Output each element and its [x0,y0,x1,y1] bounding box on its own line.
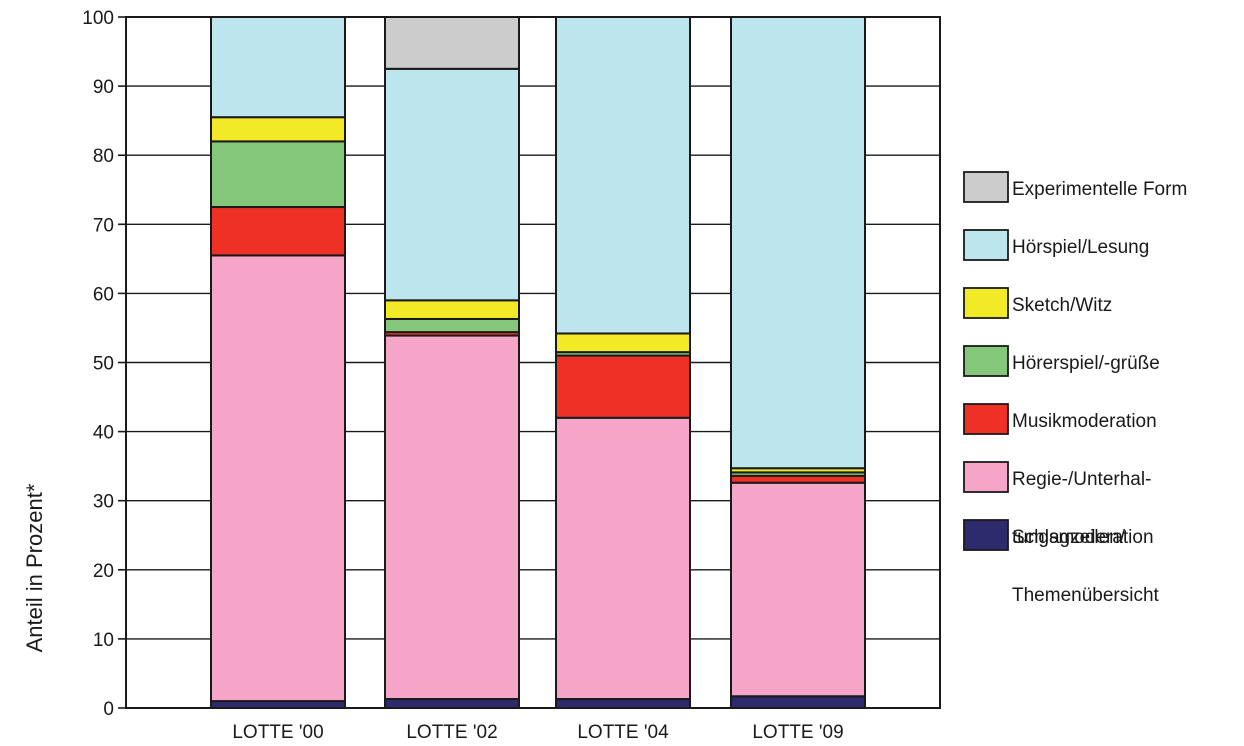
x-tick-label: LOTTE '00 [232,722,323,743]
y-tick-label: 90 [93,77,114,98]
legend-label: Experimentelle Form [1012,179,1187,200]
y-axis-label: Anteil in Prozent* [22,483,47,652]
bar-segment [210,206,346,257]
legend-swatch [963,461,1009,493]
bar-segment [555,416,691,701]
legend: Experimentelle Form Hörspiel/Lesung Sketch… [963,171,1187,606]
y-tick-label: 20 [93,561,114,582]
y-tick-label: 40 [93,423,114,444]
bar-segment [210,116,346,143]
x-tick-label: LOTTE '04 [577,722,669,743]
legend-swatch [963,171,1009,203]
bar-segment [555,332,691,354]
plot-frame [125,16,941,709]
x-tick-label: LOTTE '09 [752,722,843,743]
bar-segment [555,698,691,710]
y-tick-label: 0 [103,699,114,720]
legend-label-line2: tungsmoderation [1012,527,1154,548]
bar-segment [730,474,866,484]
legend-swatch [963,519,1009,551]
y-tick-label: 10 [93,630,114,651]
bar-segment [384,299,520,320]
bar-segment [210,140,346,209]
bar-segment [555,354,691,419]
bar-segment [384,334,520,701]
x-tick-label: LOTTE '02 [406,722,497,743]
bar-segment [730,481,866,698]
bar-segment [384,698,520,710]
bar-segment [210,700,346,710]
bar-segment [730,695,866,709]
legend-label-line2: Themenübersicht [1012,585,1160,606]
bar-segment [384,16,520,70]
bar-segment [210,254,346,703]
legend-label: Regie-/Unterhal- [1012,469,1151,490]
bar-segment [730,16,866,470]
legend-label: Musikmoderation [1012,411,1157,432]
legend-label: Hörerspiel/-grüße [1012,353,1160,374]
bar-segment [555,16,691,335]
legend-swatch [963,345,1009,377]
y-tick-label: 100 [82,8,114,29]
bar-segment [384,317,520,334]
y-tick-label: 50 [93,354,114,375]
y-tick-label: 30 [93,492,114,513]
legend-label: Schlagzeilen/ [1012,527,1126,548]
y-tick-label: 80 [93,146,114,167]
legend-label: Hörspiel/Lesung [1012,237,1149,258]
x-tick-labels: LOTTE '00 LOTTE '02 LOTTE '04 LOTTE '09 [232,722,843,743]
y-tick-label: 60 [93,284,114,305]
bar-segment [210,16,346,119]
y-tick-label: 70 [93,215,114,236]
legend-swatch [963,287,1009,319]
legend-swatch [963,403,1009,435]
legend-swatch [963,229,1009,261]
y-tick-labels: 0 10 20 30 40 50 60 70 80 90 100 [82,8,114,720]
legend-label: Sketch/Witz [1012,295,1112,316]
bars [210,16,866,710]
bar-segment [384,67,520,302]
